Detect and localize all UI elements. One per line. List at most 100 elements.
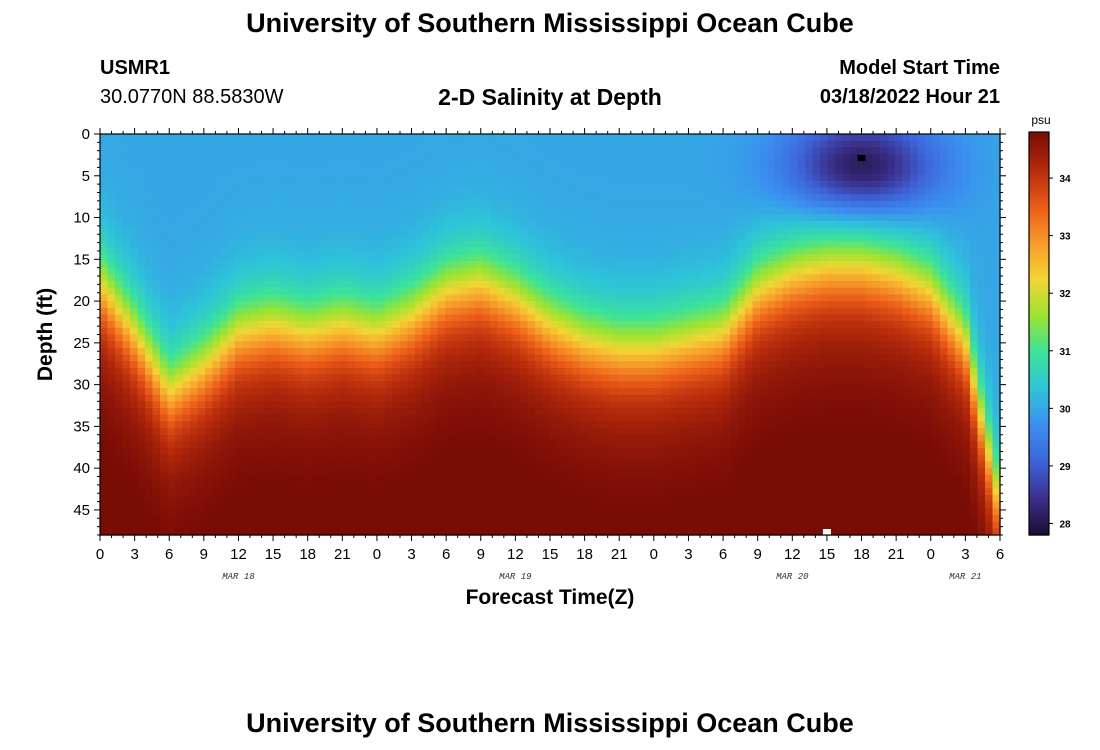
heatmap-cell [685, 468, 694, 476]
heatmap-cell [715, 367, 724, 376]
heatmap-cell [197, 154, 206, 162]
heatmap-cell [437, 347, 446, 356]
heatmap-cell [152, 474, 161, 483]
heatmap-cell [535, 274, 544, 282]
heatmap-cell [362, 147, 371, 155]
heatmap-cell [265, 421, 274, 429]
heatmap-cell [250, 180, 259, 189]
heatmap-cell [235, 334, 244, 342]
heatmap-cell [452, 434, 461, 443]
heatmap-cell [625, 267, 634, 275]
heatmap-cell [557, 508, 566, 516]
heatmap-cell [160, 361, 169, 369]
heatmap-cell [220, 361, 229, 369]
heatmap-cell [280, 494, 289, 503]
heatmap-cell [565, 260, 574, 269]
heatmap-cell [407, 287, 416, 295]
heatmap-cell [535, 220, 544, 229]
heatmap-cell [685, 428, 694, 436]
heatmap-cell [130, 354, 139, 362]
heatmap-cell [122, 167, 131, 175]
heatmap-cell [662, 468, 671, 476]
heatmap-cell [662, 408, 671, 416]
heatmap-cell [175, 134, 184, 142]
heatmap-cell [385, 441, 394, 449]
heatmap-cell [707, 274, 716, 282]
heatmap-cell [437, 408, 446, 416]
heatmap-cell [317, 247, 326, 255]
heatmap-cell [415, 394, 424, 402]
heatmap-cell [242, 401, 251, 409]
heatmap-cell [317, 401, 326, 409]
heatmap-cell [430, 448, 439, 456]
heatmap-cell [145, 187, 154, 195]
heatmap-cell [160, 468, 169, 476]
heatmap-cell [175, 394, 184, 402]
heatmap-cell [617, 160, 626, 169]
heatmap-cell [520, 207, 529, 215]
heatmap-cell [347, 214, 356, 222]
heatmap-cell [205, 260, 214, 269]
heatmap-cell [287, 488, 296, 496]
heatmap-cell [512, 140, 521, 148]
heatmap-cell [227, 160, 236, 169]
heatmap-cell [632, 401, 641, 409]
heatmap-cell [557, 341, 566, 349]
heatmap-cell [355, 514, 364, 523]
heatmap-cell [317, 187, 326, 195]
heatmap-cell [662, 140, 671, 148]
heatmap-cell [227, 408, 236, 416]
heatmap-cell [205, 347, 214, 356]
heatmap-cell [257, 528, 266, 536]
heatmap-cell [467, 361, 476, 369]
heatmap-cell [347, 361, 356, 369]
heatmap-cell [175, 461, 184, 469]
heatmap-cell [475, 501, 484, 509]
heatmap-cell [220, 220, 229, 229]
heatmap-cell [460, 428, 469, 436]
heatmap-cell [700, 134, 709, 142]
heatmap-cell [430, 521, 439, 529]
heatmap-cell [227, 321, 236, 329]
heatmap-cell [392, 461, 401, 469]
heatmap-cell [257, 307, 266, 316]
heatmap-cell [347, 401, 356, 409]
heatmap-cell [160, 180, 169, 189]
heatmap-cell [197, 307, 206, 316]
heatmap-cell [625, 528, 634, 536]
heatmap-cell [167, 414, 176, 422]
heatmap-cell [632, 361, 641, 369]
heatmap-cell [287, 174, 296, 182]
heatmap-cell [370, 207, 379, 215]
heatmap-cell [265, 220, 274, 229]
heatmap-cell [497, 314, 506, 322]
heatmap-cell [595, 387, 604, 396]
heatmap-cell [250, 214, 259, 222]
heatmap-cell [655, 428, 664, 436]
heatmap-cell [632, 528, 641, 536]
heatmap-cell [647, 240, 656, 249]
heatmap-cell [347, 508, 356, 516]
heatmap-cell [662, 454, 671, 463]
heatmap-cell [385, 260, 394, 269]
heatmap-cell [610, 514, 619, 523]
heatmap-cell [557, 307, 566, 316]
heatmap-cell [647, 187, 656, 195]
heatmap-cell [587, 334, 596, 342]
heatmap-cell [317, 454, 326, 463]
heatmap-cell [167, 194, 176, 202]
heatmap-cell [145, 528, 154, 536]
heatmap-cell [385, 374, 394, 382]
heatmap-cell [520, 321, 529, 329]
heatmap-cell [565, 508, 574, 516]
heatmap-cell [137, 140, 146, 148]
heatmap-cell [317, 214, 326, 222]
heatmap-cell [190, 468, 199, 476]
heatmap-cell [625, 167, 634, 175]
heatmap-cell [362, 274, 371, 282]
heatmap-cell [460, 200, 469, 209]
heatmap-cell [640, 267, 649, 275]
heatmap-cell [452, 428, 461, 436]
heatmap-cell [610, 414, 619, 422]
heatmap-cell [677, 461, 686, 469]
